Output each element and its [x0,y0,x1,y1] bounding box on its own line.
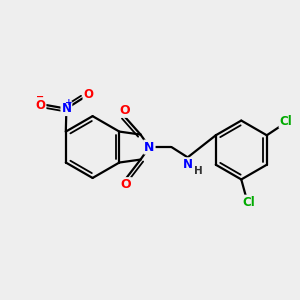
Text: O: O [119,104,130,117]
Text: O: O [121,178,131,191]
Text: N: N [61,102,71,115]
Text: O: O [83,88,94,101]
Text: N: N [144,141,154,154]
Text: Cl: Cl [280,115,292,128]
Text: Cl: Cl [242,196,255,208]
Text: −: − [36,92,44,102]
Text: H: H [194,167,202,176]
Text: +: + [65,98,73,107]
Text: O: O [35,99,46,112]
Text: N: N [183,158,193,171]
